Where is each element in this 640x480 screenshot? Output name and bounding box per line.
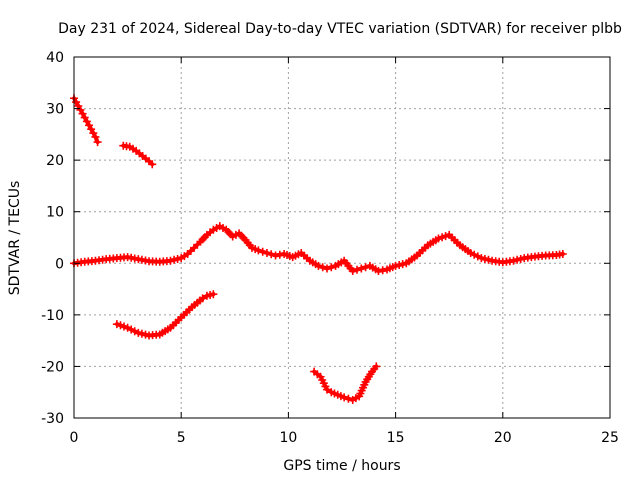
data-point bbox=[344, 394, 353, 403]
data-point bbox=[473, 252, 482, 261]
data-point bbox=[441, 232, 450, 241]
x-tick-label: 25 bbox=[601, 430, 619, 446]
data-point bbox=[470, 250, 479, 259]
data-point bbox=[438, 233, 447, 242]
data-point bbox=[372, 362, 381, 371]
grid bbox=[74, 57, 610, 418]
data-point bbox=[137, 329, 146, 338]
axis-ticks: 0 5 10 15 20 25 -30 -20 -10 0 10 20 30 40 bbox=[41, 50, 619, 446]
data-point bbox=[516, 255, 525, 263]
data-point bbox=[267, 250, 276, 259]
y-tick-label: -30 bbox=[41, 411, 64, 427]
data-point bbox=[314, 261, 323, 270]
x-tick-label: 20 bbox=[494, 430, 512, 446]
x-tick-label: 15 bbox=[387, 430, 405, 446]
data-point bbox=[258, 247, 267, 256]
data-point bbox=[262, 248, 271, 257]
data-point bbox=[357, 264, 366, 273]
y-axis-label: SDTVAR / TECUs bbox=[7, 181, 23, 296]
y-tick-label: 30 bbox=[46, 102, 64, 118]
data-point bbox=[123, 323, 132, 332]
data-point bbox=[173, 255, 182, 263]
data-point bbox=[141, 330, 150, 339]
data-point bbox=[209, 290, 218, 299]
data-point bbox=[348, 267, 357, 276]
data-point bbox=[112, 320, 121, 329]
data-point bbox=[198, 294, 207, 303]
x-axis-label: GPS time / hours bbox=[283, 458, 400, 474]
data-point bbox=[134, 328, 143, 337]
y-tick-label: 0 bbox=[55, 256, 64, 272]
data-point bbox=[93, 138, 102, 147]
data-point bbox=[466, 248, 475, 257]
y-tick-label: 40 bbox=[46, 50, 64, 66]
y-tick-label: -20 bbox=[41, 359, 64, 375]
data-point bbox=[120, 322, 128, 331]
y-tick-label: 20 bbox=[46, 153, 64, 169]
x-tick-label: 10 bbox=[279, 430, 297, 446]
data-point bbox=[361, 263, 370, 272]
x-tick-label: 0 bbox=[70, 430, 79, 446]
data-point bbox=[322, 264, 331, 273]
data-point bbox=[509, 256, 518, 265]
data-point bbox=[395, 261, 404, 269]
data-point bbox=[327, 263, 336, 272]
x-tick-label: 5 bbox=[177, 430, 186, 446]
data-point bbox=[558, 250, 567, 259]
data-point bbox=[353, 265, 361, 274]
data-point bbox=[374, 267, 383, 276]
data-point bbox=[148, 160, 157, 169]
data-point bbox=[322, 385, 331, 394]
data-point bbox=[398, 260, 407, 269]
data-point bbox=[130, 327, 139, 336]
y-tick-label: 10 bbox=[46, 205, 64, 221]
y-tick-label: -10 bbox=[41, 308, 64, 324]
data-point bbox=[318, 263, 327, 272]
data-point bbox=[91, 132, 100, 141]
chart-title: Day 231 of 2024, Sidereal Day-to-day VTE… bbox=[58, 21, 622, 37]
plot-frame bbox=[73, 56, 611, 419]
data-point bbox=[116, 321, 125, 330]
data-point bbox=[127, 325, 136, 334]
data-point bbox=[434, 234, 443, 243]
data-point bbox=[484, 255, 493, 264]
data-point bbox=[477, 254, 486, 263]
data-point bbox=[391, 261, 400, 270]
data-marks bbox=[70, 94, 567, 404]
data-point bbox=[254, 246, 263, 255]
data-point bbox=[166, 256, 175, 265]
data-point bbox=[340, 393, 349, 402]
